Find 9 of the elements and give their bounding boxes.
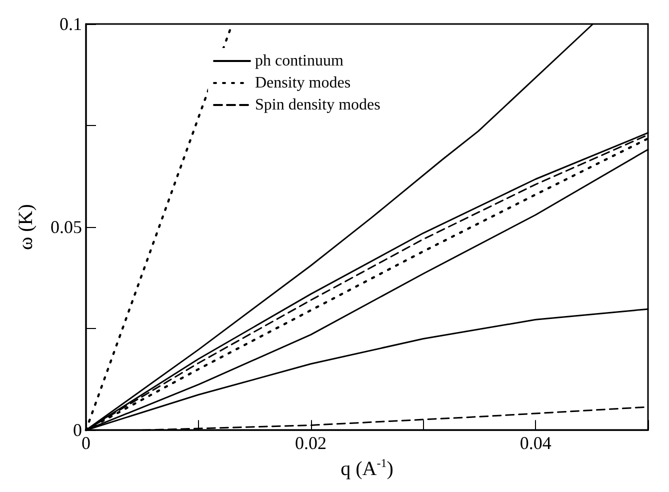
legend-label: Density modes [255,74,351,92]
y-axis-title: ω (K) [15,204,37,250]
y-tick-label: 0.1 [60,14,82,34]
y-tick-label: 0.05 [50,217,82,238]
legend-label: Spin density modes [255,96,380,114]
x-tick-label: 0.02 [295,433,327,454]
x-tick-label: 0.04 [520,433,552,454]
y-tick-label: 0 [73,420,82,440]
legend-label: ph continuum [255,52,344,70]
